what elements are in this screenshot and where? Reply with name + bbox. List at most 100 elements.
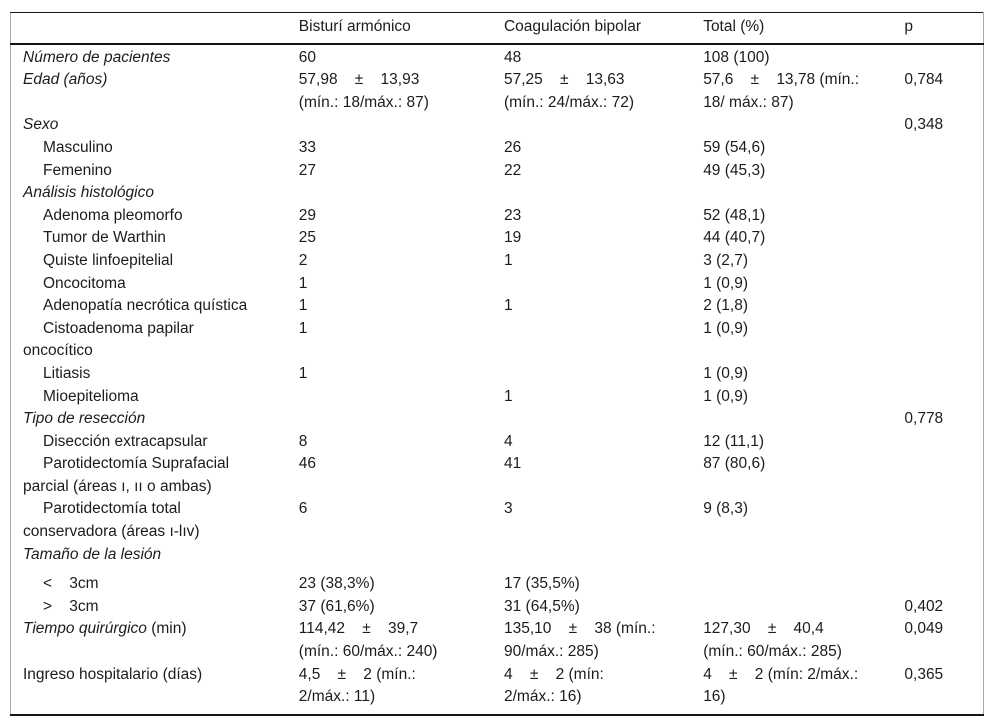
row-label: Parotidectomía total conservadora (áreas… bbox=[23, 500, 200, 541]
cell-coagulacion-bipolar: 48 bbox=[503, 48, 522, 66]
cell-bisturi-armonico bbox=[299, 386, 504, 409]
cell-total: 1 (0,9) bbox=[703, 387, 748, 405]
cell-coagulacion-bipolar: 17 (35,5%) bbox=[503, 575, 580, 593]
cell-p-value bbox=[904, 160, 983, 183]
cell-coagulacion-bipolar: 1 bbox=[503, 251, 513, 269]
cell-total: 108 (100) bbox=[703, 48, 770, 66]
cell-coagulacion-bipolar bbox=[504, 408, 703, 431]
row-label: Número de pacientes bbox=[23, 48, 171, 66]
table-row: Tipo de resección 0,778 bbox=[11, 408, 984, 431]
cell-bisturi-armonico: 46 bbox=[298, 455, 317, 473]
cell-total: 87 (80,6) bbox=[703, 455, 766, 473]
column-header-p: p bbox=[904, 12, 984, 45]
cell-total: 1 (0,9) bbox=[703, 274, 748, 292]
cell-row-label: Edad (años) bbox=[11, 69, 299, 114]
cell-total: 1 (0,9) bbox=[703, 319, 748, 337]
cell-row-label: Cistoadenoma papilar oncocítico bbox=[11, 318, 299, 363]
cell-row-label: Análisis histológico bbox=[11, 182, 299, 205]
cell-coagulacion-bipolar: 4 ± 2 (mín: 2/máx.: 16) bbox=[503, 665, 604, 706]
cell-row-label: Tipo de resección bbox=[11, 408, 299, 431]
cell-coagulacion-bipolar bbox=[504, 544, 703, 567]
cell-total bbox=[703, 408, 904, 431]
table-row: < 3cm 23 (38,3%) 17 (35,5%) bbox=[11, 566, 984, 596]
row-label: Tamaño de la lesión bbox=[23, 545, 162, 563]
cell-total: 9 (8,3) bbox=[703, 500, 748, 518]
table-row: Número de pacientes 60 48 108 (100) bbox=[11, 44, 984, 70]
cell-bisturi-armonico: 8 bbox=[298, 432, 308, 450]
cell-total: 12 (11,1) bbox=[703, 432, 765, 450]
cell-bisturi-armonico: 1 bbox=[298, 274, 308, 292]
cell-bisturi-armonico bbox=[299, 544, 504, 567]
cell-row-label: Litiasis bbox=[11, 363, 299, 386]
cell-total: 52 (48,1) bbox=[703, 206, 766, 224]
cell-coagulacion-bipolar: 1 bbox=[503, 297, 513, 315]
cell-total bbox=[703, 596, 904, 619]
cell-row-label: Femenino bbox=[11, 160, 299, 183]
cell-bisturi-armonico: 25 bbox=[298, 229, 317, 247]
cell-bisturi-armonico: 27 bbox=[298, 161, 317, 179]
cell-bisturi-armonico: 57,98 ± 13,93 (mín.: 18/máx.: 87) bbox=[298, 71, 429, 111]
cell-coagulacion-bipolar: 19 bbox=[503, 229, 522, 247]
cell-bisturi-armonico: 2 bbox=[298, 251, 308, 269]
cell-p-value bbox=[904, 227, 983, 250]
cell-coagulacion-bipolar: 57,25 ± 13,63 (mín.: 24/máx.: 72) bbox=[503, 71, 635, 111]
cell-row-label: Mioepitelioma bbox=[11, 386, 299, 409]
cell-p-value: 0,365 bbox=[904, 665, 944, 683]
row-label: Cistoadenoma papilar oncocítico bbox=[23, 319, 194, 360]
table-row: Litiasis 1 1 (0,9) bbox=[11, 363, 984, 386]
table-row: Oncocitoma 1 1 (0,9) bbox=[11, 273, 984, 296]
cell-p-value: 0,049 bbox=[904, 620, 944, 638]
cell-total: 127,30 ± 40,4 (mín.: 60/máx.: 285) bbox=[703, 620, 842, 661]
cell-p-value bbox=[904, 431, 983, 454]
cell-coagulacion-bipolar bbox=[504, 318, 703, 363]
row-label: Análisis histológico bbox=[23, 184, 154, 202]
cell-row-label: Parotidectomía Suprafacial parcial (área… bbox=[11, 453, 299, 498]
row-label: Ingreso hospitalario (días) bbox=[23, 665, 203, 683]
header-row: Bisturí armónico Coagulación bipolar Tot… bbox=[10, 12, 984, 45]
cell-total bbox=[703, 114, 904, 137]
cell-p-value bbox=[904, 318, 983, 363]
cell-p-value bbox=[904, 182, 983, 205]
row-label-suffix: (min) bbox=[146, 620, 187, 638]
comparison-table: Bisturí armónico Coagulación bipolar Tot… bbox=[10, 12, 984, 716]
cell-p-value bbox=[904, 453, 983, 498]
cell-coagulacion-bipolar: 26 bbox=[503, 138, 522, 156]
table-row: Parotidectomía total conservadora (áreas… bbox=[11, 498, 984, 543]
cell-bisturi-armonico: 114,42 ± 39,7 (mín.: 60/máx.: 240) bbox=[298, 620, 438, 661]
cell-bisturi-armonico: 4,5 ± 2 (mín.: 2/máx.: 11) bbox=[298, 665, 416, 706]
cell-total: 44 (40,7) bbox=[703, 229, 766, 247]
cell-coagulacion-bipolar: 31 (64,5%) bbox=[503, 597, 580, 615]
cell-row-label: Tamaño de la lesión bbox=[11, 544, 299, 567]
row-label: Sexo bbox=[23, 116, 59, 134]
row-label: Masculino bbox=[43, 138, 113, 156]
cell-coagulacion-bipolar bbox=[504, 114, 703, 137]
cell-p-value bbox=[904, 386, 983, 409]
table-row: Parotidectomía Suprafacial parcial (área… bbox=[11, 453, 984, 498]
cell-row-label: < 3cm bbox=[11, 566, 299, 596]
cell-row-label: Ingreso hospitalario (días) bbox=[11, 664, 299, 715]
table-row: Adenoma pleomorfo 29 23 52 (48,1) bbox=[11, 205, 984, 228]
cell-bisturi-armonico: 1 bbox=[298, 319, 308, 337]
cell-p-value bbox=[904, 205, 983, 228]
table-row: Sexo 0,348 bbox=[11, 114, 984, 137]
cell-p-value bbox=[904, 44, 983, 70]
table-row: Cistoadenoma papilar oncocítico 1 1 (0,9… bbox=[11, 318, 984, 363]
row-label: Adenoma pleomorfo bbox=[43, 206, 183, 224]
cell-bisturi-armonico: 29 bbox=[298, 206, 317, 224]
row-label: Edad (años) bbox=[23, 71, 108, 89]
cell-p-value bbox=[904, 544, 983, 567]
cell-row-label: Número de pacientes bbox=[11, 44, 299, 70]
cell-row-label: Tumor de Warthin bbox=[11, 227, 299, 250]
row-label: Quiste linfoepitelial bbox=[43, 251, 174, 269]
cell-row-label: Sexo bbox=[11, 114, 299, 137]
cell-total bbox=[703, 182, 904, 205]
cell-coagulacion-bipolar: 135,10 ± 38 (mín.: 90/máx.: 285) bbox=[503, 620, 656, 661]
cell-p-value bbox=[904, 566, 983, 596]
cell-row-label: > 3cm bbox=[11, 596, 299, 619]
table-row: Masculino 33 26 59 (54,6) bbox=[11, 137, 984, 160]
cell-row-label: Oncocitoma bbox=[11, 273, 299, 296]
column-header-bisturi-armonico: Bisturí armónico bbox=[298, 12, 504, 45]
row-label: Adenopatía necrótica quística bbox=[43, 297, 248, 315]
cell-row-label: Adenopatía necrótica quística bbox=[11, 295, 299, 318]
